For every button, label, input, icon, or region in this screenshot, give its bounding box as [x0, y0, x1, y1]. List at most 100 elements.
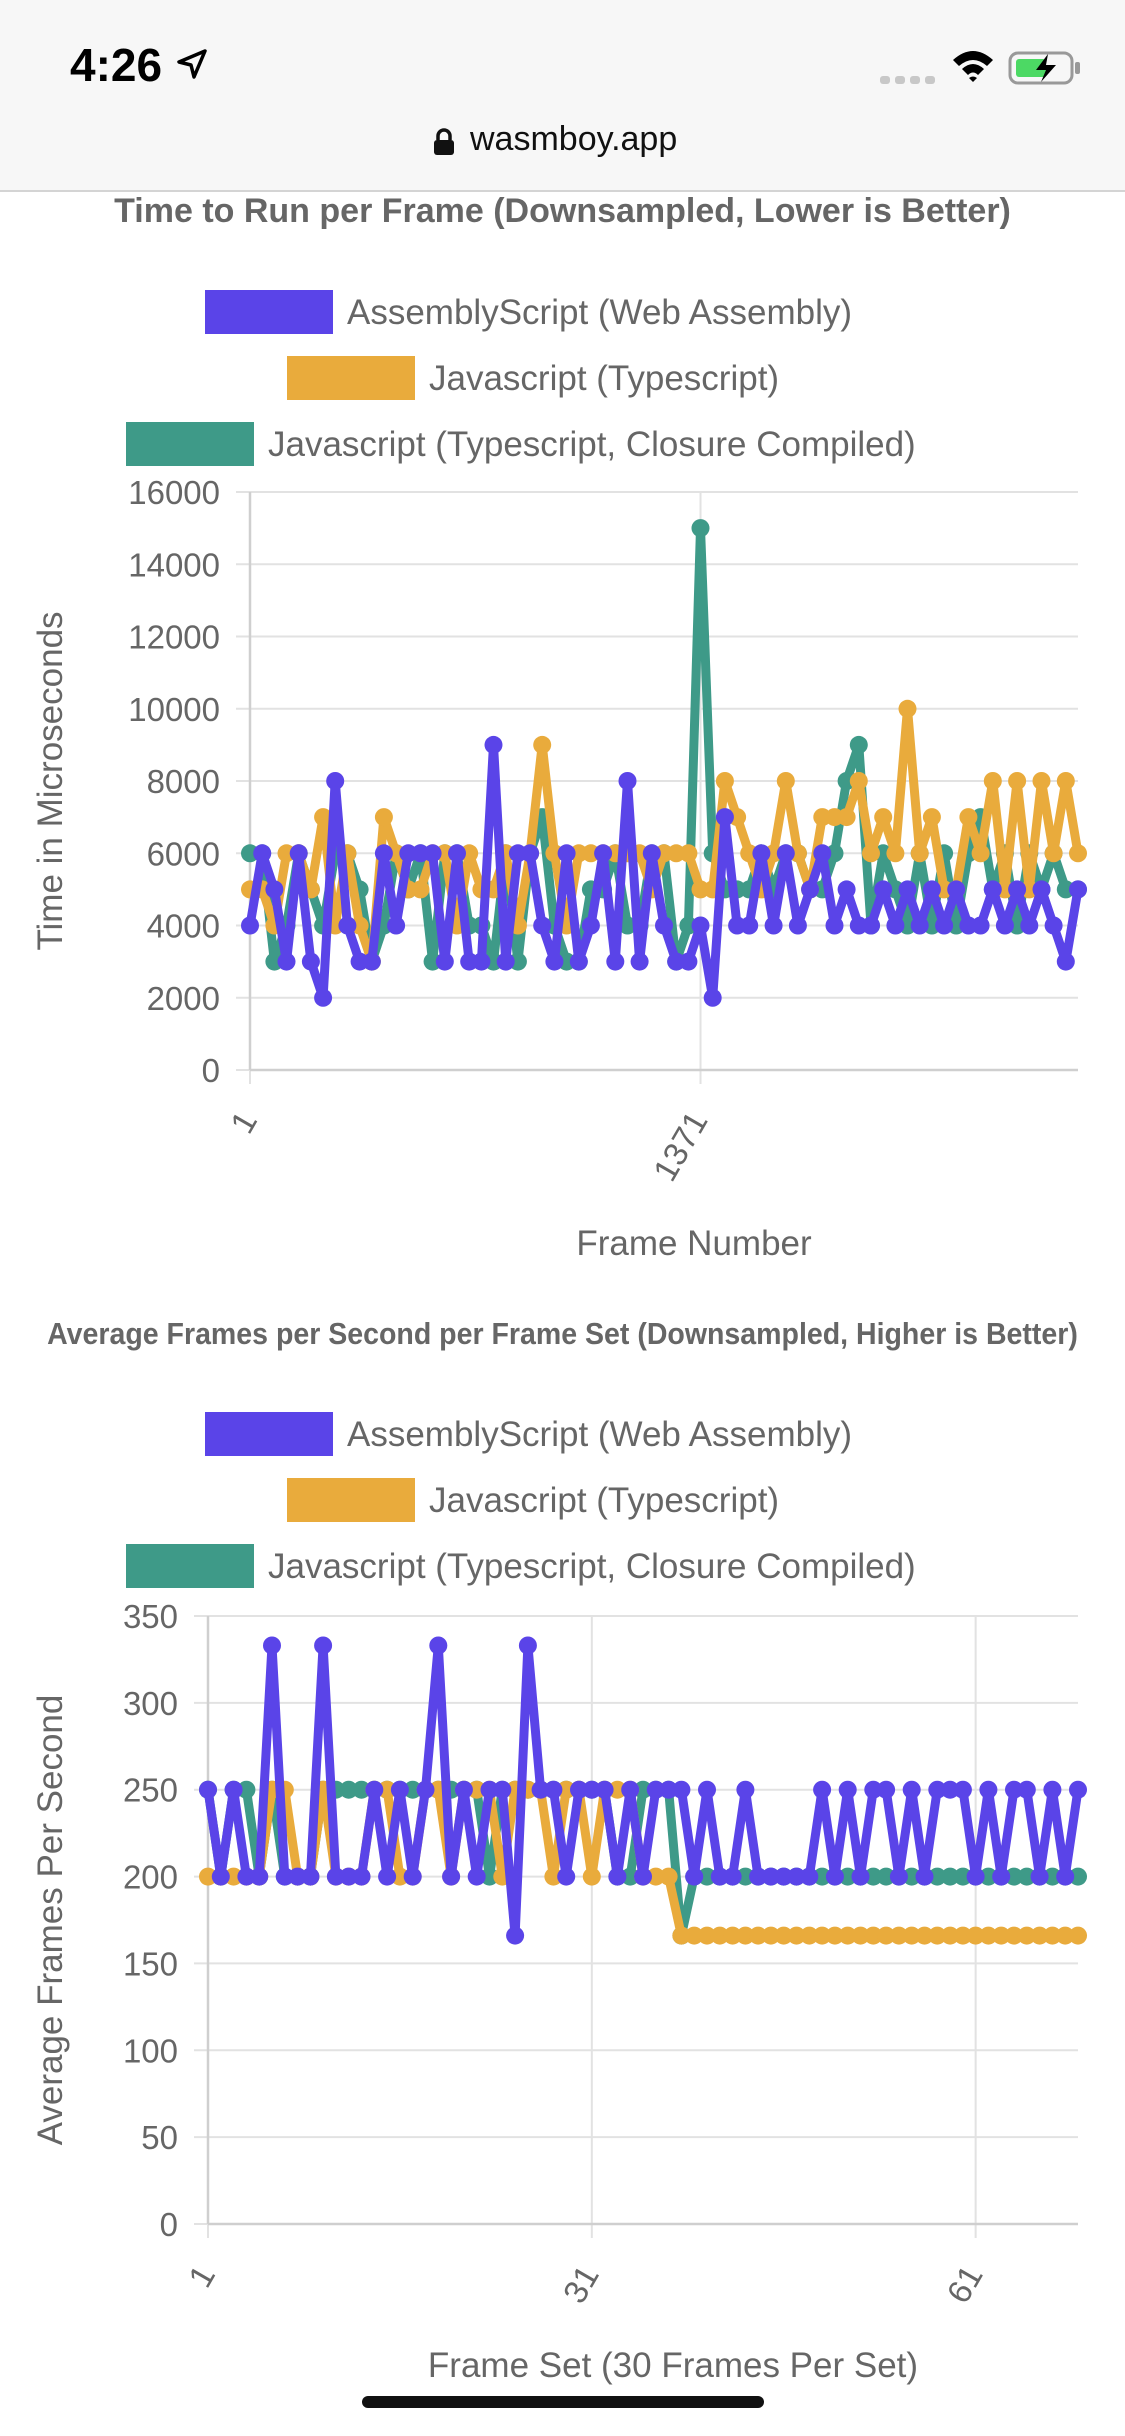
data-point	[237, 1780, 256, 1799]
data-point	[1069, 844, 1087, 863]
data-point	[698, 1926, 716, 1945]
data-point	[851, 1867, 870, 1886]
data-point	[838, 1780, 857, 1799]
data-point	[715, 772, 734, 790]
data-point	[289, 844, 308, 863]
data-point	[864, 1867, 883, 1886]
data-point	[253, 844, 272, 863]
data-point	[199, 1867, 217, 1886]
battery-charging-icon	[1008, 51, 1080, 85]
data-point	[1056, 952, 1075, 971]
data-point	[582, 1780, 601, 1799]
data-point	[877, 1780, 896, 1799]
data-point	[672, 1780, 691, 1799]
data-point	[1044, 916, 1063, 935]
data-point	[941, 1926, 960, 1945]
data-point	[941, 1780, 960, 1799]
data-point	[864, 1926, 883, 1945]
data-point	[378, 1780, 397, 1799]
data-point	[1030, 1867, 1049, 1886]
data-point	[1017, 1780, 1036, 1799]
y-tick-label: 12000	[128, 619, 220, 656]
data-point	[423, 844, 442, 863]
data-point	[496, 952, 515, 971]
data-point	[582, 1867, 601, 1886]
location-arrow-icon	[177, 49, 207, 79]
data-point	[902, 1867, 921, 1886]
data-point	[898, 880, 917, 899]
data-point	[849, 735, 868, 754]
data-point	[736, 1926, 755, 1945]
data-point	[1005, 1780, 1023, 1799]
x-axis-title: Frame Number	[576, 1224, 812, 1263]
data-point	[983, 880, 1002, 899]
legend-label: AssemblyScript (Web Assembly)	[347, 1415, 852, 1454]
data-point	[685, 1926, 704, 1945]
data-point	[544, 1867, 563, 1886]
legend-label: Javascript (Typescript)	[429, 359, 779, 398]
data-point	[672, 1926, 691, 1945]
address-bar[interactable]: wasmboy.app	[0, 110, 1125, 192]
data-point	[288, 1867, 307, 1886]
data-point	[825, 916, 844, 935]
x-tick-label: 1371	[646, 1105, 715, 1187]
data-point	[608, 1780, 627, 1799]
data-point	[723, 1926, 742, 1945]
data-point	[301, 1867, 320, 1886]
y-tick-label: 8000	[147, 763, 220, 800]
data-point	[1008, 880, 1027, 899]
data-point	[910, 844, 929, 863]
data-point	[403, 1780, 422, 1799]
data-point	[531, 1780, 550, 1799]
data-point	[761, 1926, 780, 1945]
data-point	[387, 916, 406, 935]
y-tick-label: 10000	[128, 691, 220, 728]
data-point	[241, 916, 259, 935]
data-point	[992, 1926, 1011, 1945]
data-point	[776, 844, 795, 863]
y-tick-label: 250	[123, 1772, 178, 1809]
y-axis-title: Time in Microseconds	[31, 611, 70, 950]
data-point	[691, 916, 710, 935]
data-point	[506, 1926, 525, 1945]
data-point	[825, 1926, 844, 1945]
legend-swatch	[126, 422, 254, 466]
data-point	[557, 1867, 576, 1886]
y-tick-label: 6000	[147, 835, 220, 872]
data-point	[752, 844, 771, 863]
data-point	[813, 1780, 832, 1799]
data-point	[813, 844, 832, 863]
data-point	[838, 1926, 857, 1945]
data-point	[1032, 772, 1051, 790]
data-point	[947, 880, 966, 899]
data-point	[851, 1926, 870, 1945]
data-point	[953, 1926, 972, 1945]
legend-swatch	[287, 356, 415, 400]
data-point	[480, 1780, 499, 1799]
data-point	[902, 1926, 921, 1945]
data-point	[787, 1926, 806, 1945]
data-point	[740, 916, 759, 935]
chart-title: Average Frames per Second per Frame Set …	[47, 1316, 1078, 1351]
y-tick-label: 4000	[147, 908, 220, 945]
data-point	[314, 808, 333, 827]
x-tick-label: 31	[555, 2259, 605, 2309]
data-point	[992, 1867, 1011, 1886]
data-point	[1043, 1780, 1062, 1799]
x-tick-label: 61	[939, 2259, 989, 2309]
data-point	[886, 844, 905, 863]
data-point	[301, 952, 320, 971]
data-point	[801, 880, 820, 899]
data-point	[877, 1926, 896, 1945]
fps-per-frame-set-chart: AssemblyScript (Web Assembly) Javascript …	[31, 1412, 1087, 2385]
data-point	[915, 1867, 934, 1886]
data-point	[435, 952, 454, 971]
data-point	[813, 1867, 832, 1886]
data-point	[1056, 1867, 1075, 1886]
data-point	[1008, 772, 1027, 790]
legend-label: Javascript (Typescript, Closure Compiled…	[268, 1547, 916, 1586]
data-point	[710, 1867, 729, 1886]
data-point	[959, 808, 978, 827]
clock: 4:26	[70, 39, 163, 91]
data-point	[557, 1780, 576, 1799]
